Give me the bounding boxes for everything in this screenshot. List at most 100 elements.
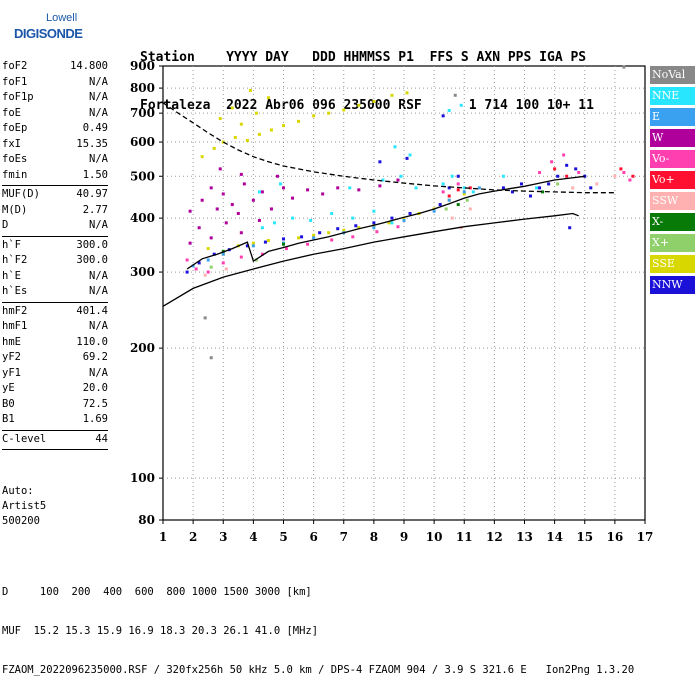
data-point-sse (342, 228, 346, 232)
data-point-nnw (589, 186, 593, 190)
data-point-vo- (185, 258, 189, 262)
data-point-nne (330, 211, 334, 215)
data-point-w (188, 241, 192, 245)
data-point-sse (212, 146, 216, 150)
param-label: hmF1 (2, 320, 28, 332)
data-point-w (275, 174, 279, 178)
data-point-x- (254, 258, 258, 262)
polarization-legend: NoVal NNE E W Vo- Vo+ SSW X- X+ SSE NNW (650, 66, 695, 297)
param-label: yF2 (2, 351, 21, 363)
data-point-vo- (468, 186, 472, 190)
station-header: Station YYYY DAY DDD HHMMSS P1 FFS S AXN… (140, 18, 594, 130)
data-point-nnw (408, 211, 412, 215)
header-columns: Station YYYY DAY DDD HHMMSS P1 FFS S AXN… (140, 50, 587, 65)
param-value: 14.800 (70, 60, 108, 72)
parameter-panel: foF2 14.800 foF1 N/A foF1p N/A foE N/A foEp 0… (2, 60, 108, 452)
header-values: Fortaleza 2022 Abr06 096 235000 RSF 1 71… (140, 98, 594, 113)
param-label: foF1 (2, 75, 28, 88)
data-point-w (269, 207, 273, 211)
data-point-sse (245, 138, 249, 142)
param-hmF2: hmF2 401.4 (2, 305, 108, 321)
data-point-sse (282, 124, 285, 128)
param-yE: yE 20.0 (2, 382, 108, 398)
param-hmF1: hmF1 N/A (2, 320, 108, 336)
data-point-sse (387, 221, 391, 225)
data-point-w (257, 218, 261, 222)
param-group-2: MUF(D) 40.97 M(D) 2.77 D N/A (2, 188, 108, 235)
param-label: foF1p (2, 91, 34, 103)
data-point-nne (471, 190, 475, 194)
data-point-e (447, 198, 451, 202)
data-point-nne (372, 209, 376, 213)
param-value: N/A (89, 269, 108, 282)
data-point-nne (291, 216, 295, 220)
data-point-nnw (336, 227, 340, 231)
data-point-nnw (318, 231, 322, 235)
y-tick-label: 100 (130, 471, 155, 485)
data-point-w (396, 178, 400, 182)
x-tick-label: 5 (279, 530, 287, 544)
data-point-vo- (562, 153, 566, 157)
data-point-nne (450, 174, 454, 178)
divider (2, 301, 108, 303)
param-foE: foE N/A (2, 107, 108, 123)
data-point-vo- (577, 171, 581, 175)
data-point-w (215, 207, 219, 211)
data-point-sse (297, 119, 301, 123)
param-value: 44 (95, 432, 108, 445)
param-foF2: foF2 14.800 (2, 60, 108, 76)
data-point-w (260, 190, 264, 194)
data-point-nne (408, 153, 412, 157)
y-tick-label: 400 (130, 211, 155, 225)
data-point-sse (342, 108, 346, 112)
data-point-nne (309, 218, 313, 222)
data-point-nne (348, 186, 352, 190)
param-foEp: foEp 0.49 (2, 122, 108, 138)
x-tick-label: 10 (426, 530, 443, 544)
param-label: MUF(D) (2, 188, 40, 200)
divider (2, 235, 108, 237)
legend-item-nnw: NNW (650, 276, 695, 294)
data-point-ssw (595, 182, 599, 186)
data-point-nnw (501, 186, 505, 190)
x-tick-label: 17 (637, 530, 654, 544)
data-point-nne (501, 174, 505, 178)
data-point-nne (381, 178, 385, 182)
x-tick-label: 13 (516, 530, 533, 544)
y-tick-label: 700 (130, 106, 155, 120)
param-group-4: hmF2 401.4 hmF1 N/A hmE 110.0 yF2 69.2 yF1 N/… (2, 305, 108, 429)
data-point-x- (541, 190, 545, 194)
data-point-w (188, 209, 192, 213)
param-label: yF1 (2, 366, 21, 379)
data-point-nne (260, 226, 264, 230)
data-point-w (336, 186, 340, 190)
param-label: foF2 (2, 60, 28, 72)
data-point-ssw (613, 174, 617, 178)
y-tick-label: 600 (130, 135, 155, 149)
param-fmin: fmin 1.50 (2, 169, 108, 185)
legend-item-vo-: Vo- (650, 150, 695, 168)
param-label: hmF2 (2, 304, 28, 317)
data-point-nnw (212, 252, 216, 256)
param-yF1: yF1 N/A (2, 367, 108, 383)
data-point-nnw (263, 240, 267, 244)
logo-line1: Lowell (46, 12, 78, 24)
param-value: 20.0 (82, 382, 108, 394)
data-point-vo- (628, 178, 632, 182)
x-tick-label: 8 (370, 530, 378, 544)
param-value: N/A (89, 320, 108, 332)
data-point-vo- (306, 242, 310, 246)
data-point-x- (556, 182, 560, 186)
data-point-vo- (550, 160, 554, 164)
data-point-sse (266, 238, 270, 242)
param-hEs: h`Es N/A (2, 285, 108, 301)
data-point-sse (405, 91, 409, 95)
param-label: foEp (2, 122, 28, 134)
param-value: 40.97 (76, 188, 108, 200)
data-point-e (432, 209, 436, 213)
param-label: M(D) (2, 203, 28, 216)
logo-line2: DIGISONDE (14, 26, 83, 41)
data-point-vo- (631, 174, 635, 178)
distance-row: D 100 200 400 600 800 1000 1500 3000 [km… (2, 586, 312, 598)
legend-item-x-: X- (650, 213, 695, 231)
